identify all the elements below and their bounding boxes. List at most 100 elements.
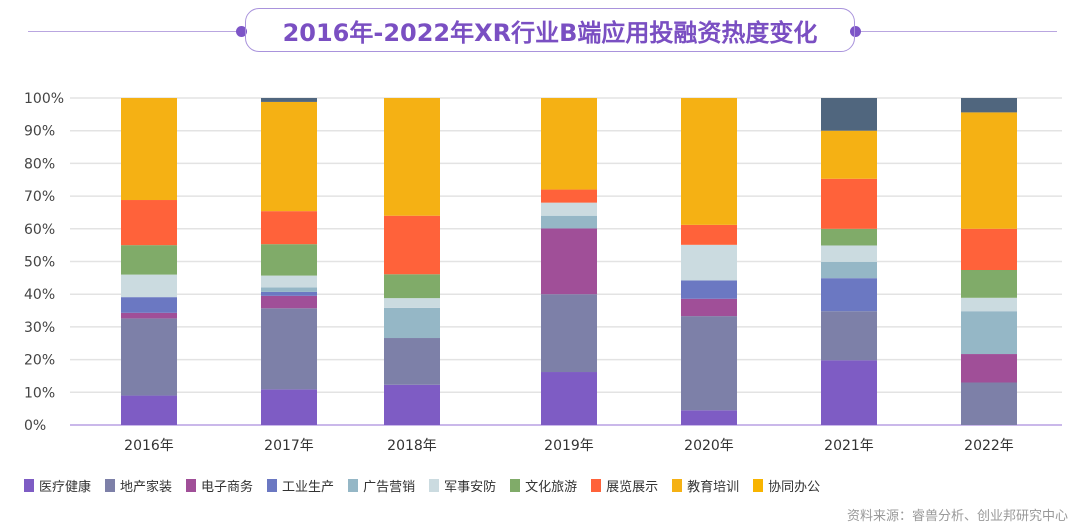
legend-swatch (753, 479, 764, 492)
legend-swatch (105, 479, 116, 492)
bar-segment (681, 98, 737, 225)
y-tick-label: 70% (24, 189, 55, 205)
legend: 医疗健康 地产家装 电子商务 工业生产 广告营销 军事安防 文化旅游 展览展示 教育培训 协同办公 (24, 476, 820, 495)
bar-segment (821, 261, 877, 279)
bar-segment (384, 98, 440, 216)
bar-segment (681, 298, 737, 317)
bar-segment (821, 360, 877, 425)
bar-segment (541, 98, 597, 190)
bar-segment (821, 278, 877, 312)
bar-segment (121, 318, 177, 396)
legend-item: 展览展示 (591, 476, 658, 495)
legend-swatch (672, 479, 683, 492)
title-line-right (857, 31, 1057, 32)
bar-segment (121, 98, 177, 201)
bar-segment (821, 245, 877, 262)
y-tick-label: 20% (24, 353, 55, 369)
bar-segment (121, 245, 177, 275)
bar-segment (681, 410, 737, 425)
bar-segment (541, 372, 597, 425)
y-tick-label: 100% (24, 91, 64, 107)
legend-swatch (186, 479, 197, 492)
chart-title: 2016年-2022年XR行业B端应用投融资热度变化 (245, 8, 855, 52)
legend-label: 广告营销 (363, 480, 416, 495)
bar-segment (541, 294, 597, 373)
title-line-left (28, 31, 243, 32)
legend-label: 文化旅游 (525, 480, 578, 495)
bar-segment (384, 338, 440, 385)
legend-label: 电子商务 (201, 480, 254, 495)
y-tick-label: 30% (24, 320, 55, 336)
bar-segment (261, 291, 317, 296)
x-tick-label: 2022年 (964, 438, 1014, 454)
bar-segment (121, 274, 177, 298)
y-tick-label: 90% (24, 124, 55, 140)
bar-segment (261, 275, 317, 288)
bar-segment (541, 228, 597, 295)
bar-segment (121, 312, 177, 319)
legend-label: 教育培训 (687, 480, 740, 495)
bar-segment (384, 215, 440, 275)
bar-segment (261, 101, 317, 212)
bar-segment (121, 297, 177, 313)
legend-label: 地产家装 (120, 480, 173, 495)
bar-segment (261, 389, 317, 425)
x-tick-label: 2017年 (264, 438, 314, 454)
bar-segment (541, 215, 597, 229)
bar-segment (961, 382, 1017, 425)
legend-item: 教育培训 (672, 476, 739, 495)
bar-segment (961, 112, 1017, 229)
bar-segment (261, 211, 317, 245)
y-tick-label: 50% (24, 255, 55, 271)
bar-segment (961, 311, 1017, 355)
stacked-bar-chart: 0% 10% 20% 30% 40% 50% 60% 70% 80% 90% 100% 2016年 20… (24, 91, 1062, 454)
source-note: 资料来源：睿兽分析、创业邦研究中心 (846, 509, 1068, 524)
bar-segment (961, 297, 1017, 312)
bar-segment (261, 295, 317, 309)
legend-swatch (24, 479, 34, 492)
x-tick-label: 2021年 (824, 438, 874, 454)
bar-segment (821, 228, 877, 246)
bar-segment (681, 316, 737, 411)
y-tick-label: 10% (24, 385, 55, 401)
y-tick-label: 60% (24, 222, 55, 238)
legend-label: 军事安防 (444, 480, 497, 495)
title-dot-left (236, 26, 247, 37)
bar-segment (541, 189, 597, 203)
bar-segment (961, 270, 1017, 298)
x-tick-label: 2018年 (387, 438, 437, 454)
legend-item: 工业生产 (267, 476, 334, 495)
title-dot-right (850, 26, 861, 37)
title-banner: 2016年-2022年XR行业B端应用投融资热度变化 (0, 8, 1080, 54)
legend-swatch (510, 479, 521, 492)
bar-segment (541, 202, 597, 216)
bar-segment (261, 244, 317, 276)
bar-segment (384, 274, 440, 299)
bar-segment (681, 280, 737, 299)
legend-label: 医疗健康 (39, 480, 92, 495)
bar-segment (961, 228, 1017, 271)
bar-segment (821, 178, 877, 229)
bar-segment (261, 308, 317, 390)
legend-swatch (267, 479, 278, 492)
y-tick-label: 0% (24, 418, 46, 434)
x-tick-label: 2016年 (124, 438, 174, 454)
legend-item: 军事安防 (429, 476, 496, 495)
x-tick-label: 2019年 (544, 438, 594, 454)
legend-label: 工业生产 (282, 480, 335, 495)
legend-item: 电子商务 (186, 476, 253, 495)
legend-swatch (348, 479, 359, 492)
legend-swatch (591, 479, 602, 492)
bar-segment (821, 98, 877, 131)
legend-swatch (429, 479, 440, 492)
bar-segment (384, 384, 440, 425)
bar-segment (384, 307, 440, 339)
legend-item: 医疗健康 (24, 476, 91, 495)
bar-segment (384, 298, 440, 308)
bar-segment (121, 395, 177, 425)
bar-segment (121, 200, 177, 246)
bar-segment (681, 244, 737, 281)
bar-segment (261, 98, 317, 102)
bar-segment (261, 287, 317, 292)
legend-item: 地产家装 (105, 476, 172, 495)
